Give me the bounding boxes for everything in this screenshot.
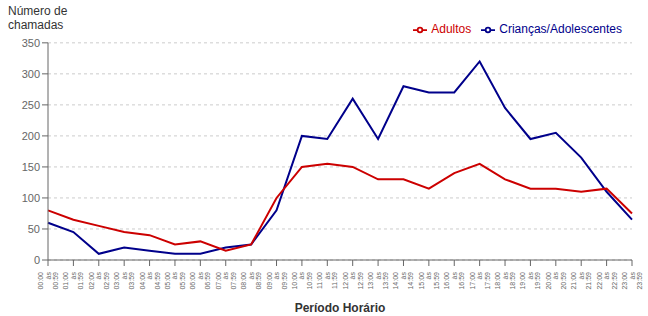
html-text:chamadas: chamadas — [8, 18, 64, 32]
html-text:Número de: Número de — [8, 4, 68, 18]
svg-text:200: 200 — [22, 130, 40, 142]
svg-text:09:00às09:59: 09:00às09:59 — [266, 272, 288, 290]
svg-text:50: 50 — [28, 223, 40, 235]
svg-text:18:00às18:59: 18:00às18:59 — [494, 272, 516, 290]
svg-text:02:00às02:59: 02:00às02:59 — [88, 272, 110, 290]
svg-text:07:00às07:59: 07:00às07:59 — [215, 272, 237, 290]
svg-text:250: 250 — [22, 99, 40, 111]
svg-text:04:00às04:59: 04:00às04:59 — [139, 272, 161, 290]
svg-text:100: 100 — [22, 192, 40, 204]
svg-text:01:00às01:59: 01:00às01:59 — [62, 272, 84, 290]
svg-text:06:00às06:59: 06:00às06:59 — [189, 272, 211, 290]
svg-text:20:00às20:59: 20:00às20:59 — [545, 272, 567, 290]
svg-text:15:00às15:59: 15:00às15:59 — [418, 272, 440, 290]
svg-text:13:00às13:59: 13:00às13:59 — [367, 272, 389, 290]
svg-text:10:00às10:59: 10:00às10:59 — [291, 272, 313, 290]
svg-text:0: 0 — [34, 254, 40, 266]
svg-text:08:00às08:59: 08:00às08:59 — [240, 272, 262, 290]
svg-text:23:00às23:59: 23:00às23:59 — [621, 272, 640, 290]
svg-text:350: 350 — [22, 37, 40, 49]
svg-text:17:00às17:59: 17:00às17:59 — [469, 272, 491, 290]
svg-text:Período Horário: Período Horário — [295, 301, 386, 315]
svg-text:150: 150 — [22, 161, 40, 173]
svg-text:03:00às03:59: 03:00às03:59 — [113, 272, 135, 290]
svg-text:19:00às19:59: 19:00às19:59 — [519, 272, 541, 290]
svg-text:16:00às16:59: 16:00às16:59 — [443, 272, 465, 290]
html-text:Adultos: Adultos — [431, 22, 472, 36]
svg-text:21:00às21:59: 21:00às21:59 — [570, 272, 592, 290]
svg-text:11:00às11:59: 11:00às11:59 — [316, 272, 338, 289]
svg-text:300: 300 — [22, 68, 40, 80]
svg-text:12:00às12:59: 12:00às12:59 — [342, 272, 364, 290]
svg-text:05:00às05:59: 05:00às05:59 — [164, 272, 186, 290]
svg-text:14:00às14:59: 14:00às14:59 — [392, 272, 414, 290]
svg-text:22:00às22:59: 22:00às22:59 — [596, 272, 618, 290]
html-text:Crianças/Adolescentes: Crianças/Adolescentes — [499, 22, 622, 36]
svg-text:00:00às00:59: 00:00às00:59 — [37, 272, 59, 290]
